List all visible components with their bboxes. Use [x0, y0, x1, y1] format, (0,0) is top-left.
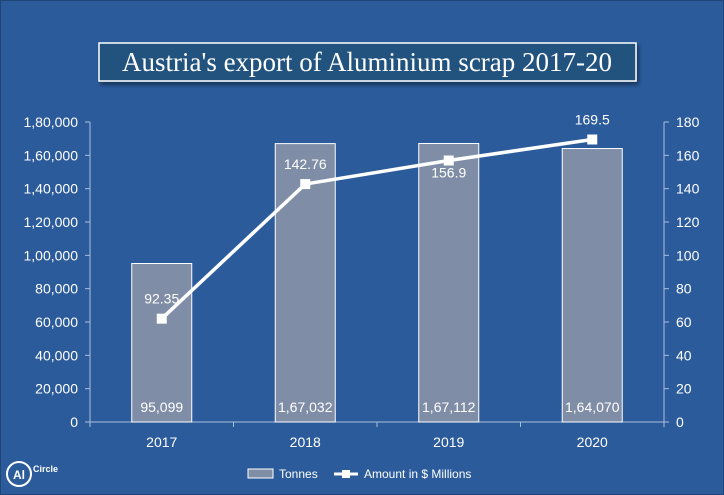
- y-right-tick-label: 140: [676, 181, 700, 197]
- y-left-tick-label: 0: [70, 414, 78, 430]
- bar-tonnes-2019: [418, 142, 480, 423]
- x-tick-label: 2018: [290, 434, 321, 450]
- line-data-label: 92.35: [144, 291, 179, 307]
- y-left-tick-label: 1,40,000: [24, 181, 79, 197]
- y-right-tick-label: 180: [676, 114, 700, 130]
- plot-area: 0 20,000 40,000 60,000 80,000 1,00,000 1,20,00…: [24, 112, 700, 451]
- y-right-tick-label: 120: [676, 214, 700, 230]
- y-right-tick-label: 20: [676, 381, 692, 397]
- bar-data-label: 1,64,070: [565, 399, 620, 415]
- y-left-tick-label: 1,00,000: [24, 247, 79, 263]
- legend-swatch-tonnes: [247, 468, 274, 479]
- x-tick-label: 2019: [433, 434, 464, 450]
- line-point-2020: [587, 134, 598, 145]
- bar-tonnes-2017: [131, 263, 193, 423]
- line-amount-millions: [160, 137, 593, 320]
- line-point-2018: [300, 179, 311, 190]
- bar-tonnes-2020: [561, 148, 623, 423]
- line-data-label: 156.9: [431, 165, 466, 181]
- bar-data-label: 1,67,032: [278, 399, 333, 415]
- chart-title-text: Austria's export of Aluminium scrap 2017…: [122, 47, 612, 77]
- logo-circle: [6, 461, 32, 487]
- bar-data-label: 95,099: [140, 399, 183, 415]
- y-left-tick-label: 40,000: [35, 347, 78, 363]
- line-data-label: 142.76: [284, 156, 327, 172]
- y-right-tick-label: 80: [676, 281, 692, 297]
- legend-swatch-amount-marker: [342, 470, 350, 478]
- line-data-label: 169.5: [575, 112, 610, 128]
- chart-legend: Tonnes Amount in $ Millions: [247, 467, 471, 481]
- x-tick-label: 2017: [146, 434, 177, 450]
- title-box: [98, 42, 637, 82]
- y-left-tick-label: 1,20,000: [24, 214, 79, 230]
- y-right-tick-label: 100: [676, 247, 700, 263]
- legend-label-tonnes: Tonnes: [279, 467, 318, 481]
- y-left-tick-label: 20,000: [35, 381, 78, 397]
- y-left-tick-label: 1,60,000: [24, 147, 79, 163]
- bar-data-label: 1,67,112: [422, 399, 476, 415]
- bar-tonnes-2018: [274, 143, 336, 423]
- chart-title: Austria's export of Aluminium scrap 2017…: [98, 42, 637, 82]
- line-point-2019: [443, 155, 454, 166]
- legend-label-amount: Amount in $ Millions: [364, 467, 471, 481]
- y-left-tick-label: 80,000: [35, 281, 78, 297]
- logo-name: Circle: [33, 464, 58, 474]
- y-left-tick-label: 1,80,000: [24, 114, 79, 130]
- line-point-2017: [156, 313, 167, 324]
- y-right-tick-label: 60: [676, 314, 692, 330]
- y-right-tick-label: 40: [676, 347, 692, 363]
- y-left-tick-label: 60,000: [35, 314, 78, 330]
- y-right-tick-label: 160: [676, 147, 700, 163]
- y-right-tick-label: 0: [676, 414, 684, 430]
- logo-mark: Al: [13, 468, 25, 482]
- alcircle-logo: Al Circle: [6, 461, 58, 487]
- x-tick-label: 2020: [577, 434, 608, 450]
